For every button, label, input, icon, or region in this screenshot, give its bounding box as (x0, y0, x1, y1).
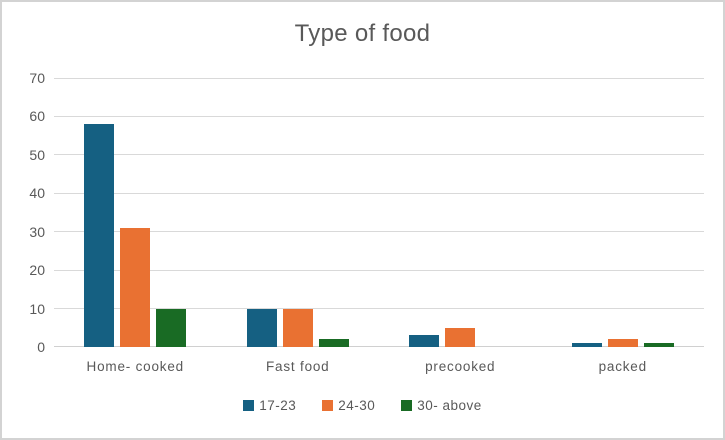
bar-24-30-packed (607, 339, 638, 347)
legend-item: 24-30 (322, 398, 375, 413)
x-axis-line (54, 346, 704, 347)
y-tick-label: 50 (29, 146, 45, 163)
gridline (54, 308, 704, 310)
chart-legend: 17-23 24-30 30- above (2, 398, 723, 413)
chart-title: Type of food (294, 20, 431, 47)
gridline (54, 154, 704, 156)
y-tick-label: 30 (29, 223, 45, 240)
x-category-label: Fast food (266, 359, 330, 374)
y-tick-label: 0 (37, 339, 45, 355)
gridline (54, 192, 704, 194)
legend-swatch-icon (243, 400, 255, 411)
bar-17-23-home--cooked (84, 124, 115, 347)
bar-17-23-precooked (409, 335, 440, 347)
gridline (54, 269, 704, 271)
x-category-label: precooked (425, 359, 496, 374)
plot-area: 0 10 20 30 40 50 60 70 Home- cooked Fast food prec… (29, 70, 704, 374)
legend-swatch-icon (322, 400, 334, 411)
y-tick-label: 70 (29, 70, 45, 86)
x-category-label: packed (598, 359, 647, 374)
y-tick-label: 10 (29, 300, 45, 317)
legend-label: 30- above (417, 398, 482, 413)
bar-24-30-precooked (445, 327, 476, 347)
gridline (54, 231, 704, 233)
legend-swatch-icon (401, 400, 413, 411)
bar-24-30-fast-food (282, 308, 313, 347)
bar-17-23-packed (571, 343, 602, 347)
y-tick-label: 60 (29, 108, 45, 125)
legend-label: 17-23 (259, 398, 297, 413)
bar-30-above-fast-food (318, 339, 349, 347)
x-category-label: Home- cooked (86, 359, 184, 374)
bar-24-30-home--cooked (120, 227, 151, 347)
bar-30-above-home--cooked (156, 308, 187, 347)
gridline (54, 115, 704, 117)
legend-label: 24-30 (338, 398, 376, 413)
bar-17-23-fast-food (246, 308, 277, 347)
bar-30-above-packed (643, 343, 674, 347)
gridline (54, 77, 704, 79)
legend-item: 17-23 (243, 398, 296, 413)
y-tick-label: 20 (29, 262, 45, 279)
y-tick-label: 40 (29, 185, 45, 202)
legend-item: 30- above (401, 398, 482, 413)
